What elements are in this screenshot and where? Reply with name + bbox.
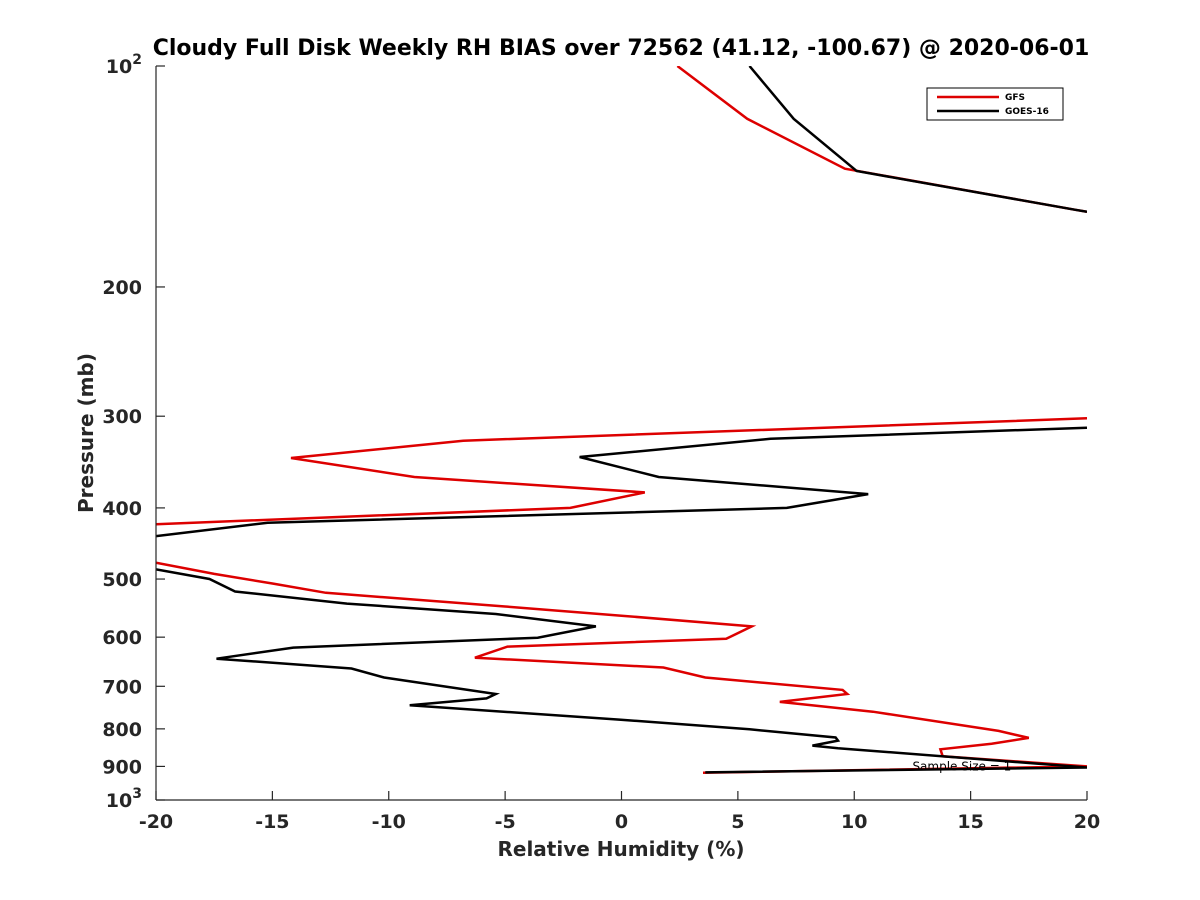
y-axis-label: Pressure (mb) [74,353,98,513]
legend-label: GFS [1005,93,1025,103]
y-tick-label: 400 [102,498,142,520]
y-tick-label: 600 [102,627,142,649]
y-tick-label: 500 [102,569,142,591]
x-tick-label: -10 [372,811,406,833]
legend-label: GOES-16 [1005,107,1049,117]
ticks-layer: -20 -15 -10 -5 0 5 10 15 20102200300400500600700… [102,52,1100,833]
y-tick-label: 103 [106,786,142,812]
y-tick-label: 800 [102,719,142,741]
annotations: Sample Size = 1 [912,759,1011,773]
x-tick-label: 0 [615,811,628,833]
legend: GFS GOES-16 [926,87,1064,121]
chart-title: Cloudy Full Disk Weekly RH BIAS over 725… [153,36,1090,61]
x-tick-label: 15 [957,811,983,833]
series-line-goes-16 [156,66,1087,774]
x-tick-label: -15 [255,811,289,833]
y-tick-label: 700 [102,676,142,698]
x-tick-label: -5 [495,811,516,833]
x-tick-label: -20 [139,811,173,833]
series-layer [156,66,1087,774]
x-axis-label: Relative Humidity (%) [497,837,744,861]
x-tick-label: 5 [731,811,744,833]
sample-size-annotation: Sample Size = 1 [912,759,1011,773]
y-tick-label: 300 [102,406,142,428]
legend-box [926,87,1064,121]
y-tick-label: 200 [102,277,142,299]
y-tick-label: 900 [102,756,142,778]
x-tick-label: 20 [1074,811,1100,833]
x-tick-label: 10 [841,811,867,833]
